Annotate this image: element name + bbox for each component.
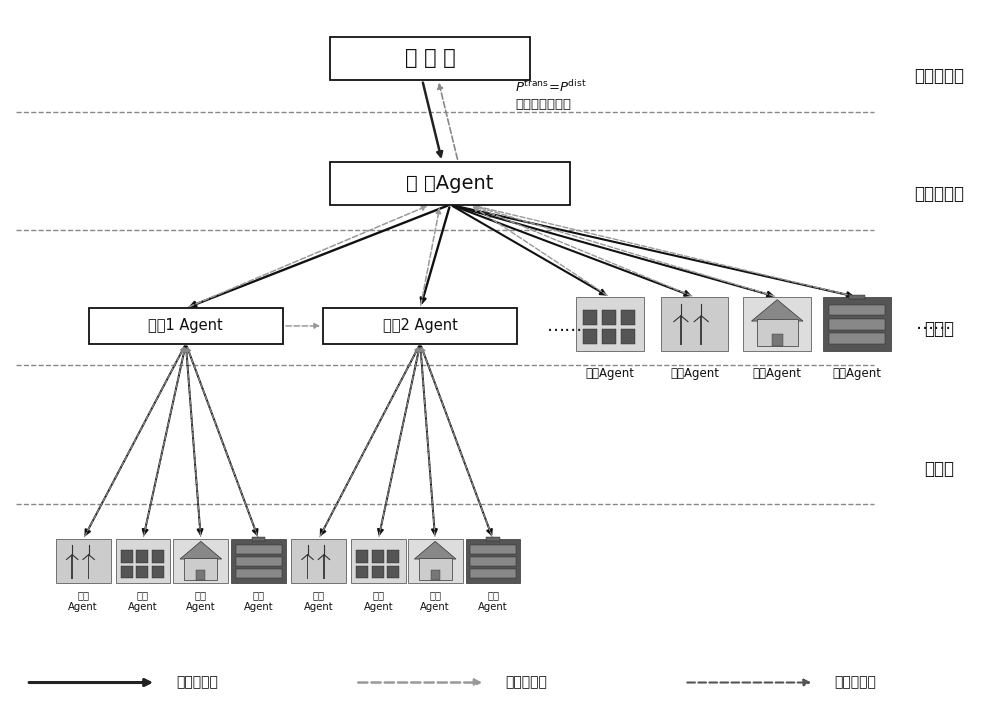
Text: 协调信息流: 协调信息流 (505, 675, 547, 690)
Text: 风电
Agent: 风电 Agent (68, 591, 98, 612)
Bar (236, 569, 282, 578)
Bar (116, 539, 170, 584)
Bar (330, 37, 530, 80)
Bar (431, 570, 440, 580)
Text: 光伏
Agent: 光伏 Agent (128, 591, 158, 612)
Polygon shape (751, 300, 803, 321)
Bar (252, 538, 265, 541)
Bar (829, 304, 885, 315)
Bar (700, 316, 702, 345)
Text: 光伏Agent: 光伏Agent (585, 367, 634, 379)
Bar (583, 329, 597, 344)
Bar (152, 566, 164, 578)
Bar (387, 566, 399, 578)
Bar (291, 539, 346, 584)
Bar (408, 539, 463, 584)
Polygon shape (414, 541, 456, 559)
Text: 输配电网层: 输配电网层 (914, 67, 964, 85)
Bar (661, 297, 728, 351)
Bar (196, 570, 205, 580)
Bar (466, 539, 520, 584)
Text: ……: …… (916, 315, 952, 333)
Bar (121, 550, 133, 563)
Bar (757, 319, 798, 347)
Bar (173, 539, 228, 584)
Bar (372, 550, 384, 563)
Bar (470, 569, 516, 578)
Bar (680, 316, 682, 345)
Bar (71, 555, 73, 579)
Text: 储能
Agent: 储能 Agent (244, 591, 273, 612)
Bar (583, 311, 597, 325)
Text: 风电Agent: 风电Agent (670, 367, 719, 379)
Text: 调度信息流: 调度信息流 (176, 675, 218, 690)
Bar (121, 566, 133, 578)
Bar (89, 308, 283, 344)
Text: 设备层: 设备层 (924, 460, 954, 478)
Bar (231, 539, 286, 584)
Bar (323, 555, 325, 579)
Bar (372, 566, 384, 578)
Bar (236, 546, 282, 554)
Text: 配 电Agent: 配 电Agent (406, 174, 494, 193)
Text: 负荷
Agent: 负荷 Agent (186, 591, 216, 612)
Bar (351, 539, 406, 584)
Bar (470, 557, 516, 566)
Bar (387, 550, 399, 563)
Bar (184, 558, 217, 580)
Bar (772, 334, 783, 347)
Bar (602, 311, 616, 325)
Bar (576, 297, 644, 351)
Text: 储能Agent: 储能Agent (833, 367, 882, 379)
Polygon shape (180, 541, 222, 559)
Text: 储能
Agent: 储能 Agent (478, 591, 508, 612)
Bar (829, 319, 885, 329)
Text: $P^{\mathrm{trans}}$=$P^{\mathrm{dist}}$: $P^{\mathrm{trans}}$=$P^{\mathrm{dist}}$ (515, 79, 587, 95)
Bar (419, 558, 452, 580)
Text: 灵活可调度能力: 灵活可调度能力 (515, 98, 571, 111)
Text: 输 电 网: 输 电 网 (405, 49, 456, 69)
Bar (621, 311, 635, 325)
Bar (356, 566, 368, 578)
Bar (56, 539, 111, 584)
Text: 负荷Agent: 负荷Agent (753, 367, 802, 379)
Text: 量测信息流: 量测信息流 (834, 675, 876, 690)
Text: 风电
Agent: 风电 Agent (304, 591, 333, 612)
Bar (823, 297, 891, 351)
Bar (486, 538, 500, 541)
Bar (307, 555, 308, 579)
Text: 负荷
Agent: 负荷 Agent (420, 591, 450, 612)
Bar (136, 550, 148, 563)
Bar (470, 546, 516, 554)
Bar (829, 334, 885, 344)
Bar (88, 555, 89, 579)
Text: 区域1 Agent: 区域1 Agent (148, 319, 223, 334)
Bar (136, 566, 148, 578)
Bar (152, 550, 164, 563)
Bar (323, 308, 517, 344)
Bar (236, 557, 282, 566)
Text: 光伏
Agent: 光伏 Agent (364, 591, 393, 612)
Bar (330, 162, 570, 205)
Bar (743, 297, 811, 351)
Bar (356, 550, 368, 563)
Text: ……: …… (547, 317, 583, 335)
Bar (849, 295, 865, 299)
Text: 区域层: 区域层 (924, 321, 954, 339)
Bar (602, 329, 616, 344)
Text: 核心协调层: 核心协调层 (914, 185, 964, 203)
Bar (621, 329, 635, 344)
Text: 区域2 Agent: 区域2 Agent (383, 319, 458, 334)
